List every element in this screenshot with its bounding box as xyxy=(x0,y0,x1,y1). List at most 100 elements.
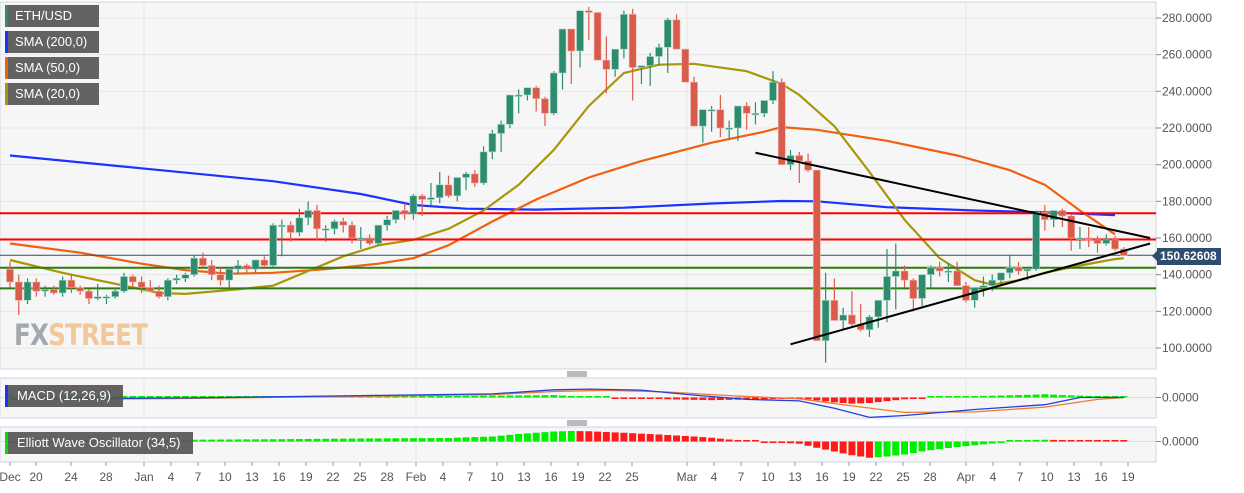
macd-bar xyxy=(1067,395,1075,398)
main-panel xyxy=(0,1,1157,370)
candle xyxy=(6,268,14,283)
legend-item-sma200[interactable]: SMA (200,0) xyxy=(5,31,100,53)
trendline[interactable] xyxy=(790,242,1151,346)
ewo-bar xyxy=(769,441,777,443)
candle xyxy=(514,94,523,97)
ewo-bar xyxy=(260,439,268,442)
legend-item-sma20[interactable]: SMA (20,0) xyxy=(5,83,100,105)
candle xyxy=(558,28,567,74)
candle xyxy=(663,19,672,48)
ewo-bar xyxy=(725,439,733,442)
ewo-bar xyxy=(392,438,400,442)
macd-bar xyxy=(374,396,382,398)
sma-line xyxy=(9,154,1116,217)
candle xyxy=(427,197,435,200)
x-tick-label: 16 xyxy=(544,470,558,484)
candle xyxy=(1049,210,1058,220)
candle xyxy=(506,94,514,125)
candle xyxy=(41,289,49,292)
x-tick-label: 19 xyxy=(571,470,585,484)
x-tick-label: 19 xyxy=(1121,470,1135,484)
x-tick-label: 22 xyxy=(326,470,340,484)
ewo-bar xyxy=(620,432,628,442)
ewo-bar xyxy=(541,432,549,442)
ewo-bar xyxy=(848,441,856,456)
x-tick-label: 10 xyxy=(490,470,504,484)
ewo-bar xyxy=(918,441,926,452)
ewo-bar xyxy=(655,434,663,442)
x-tick-label: 16 xyxy=(815,470,829,484)
candle xyxy=(979,285,988,288)
macd-bar xyxy=(488,395,496,398)
ewo-bar xyxy=(1050,439,1058,442)
y-tick-label: 180.0000 xyxy=(1162,194,1212,208)
candle xyxy=(821,300,830,341)
macd-bar xyxy=(646,397,654,399)
candle xyxy=(523,87,532,96)
macd-bar xyxy=(1085,395,1093,398)
candle xyxy=(199,257,207,266)
ewo-bar xyxy=(357,438,365,442)
ewo-bar xyxy=(409,438,417,442)
ewo-bar xyxy=(322,438,330,442)
macd-bar xyxy=(602,396,610,398)
macd-label[interactable]: MACD (12,26,9) xyxy=(5,385,123,407)
macd-bar xyxy=(155,396,163,398)
candle xyxy=(541,98,549,114)
macd-bar xyxy=(830,397,838,403)
candle xyxy=(313,210,321,230)
ewo-bar xyxy=(637,433,645,442)
candle xyxy=(181,274,190,279)
candle xyxy=(164,279,172,297)
candle xyxy=(751,113,760,116)
macd-bar xyxy=(523,395,531,398)
candle xyxy=(576,10,584,52)
macd-bar xyxy=(120,396,128,398)
legend-label: ETH/USD xyxy=(15,8,73,23)
legend-item-sma50[interactable]: SMA (50,0) xyxy=(5,57,100,79)
ewo-bar xyxy=(944,441,952,448)
y-tick-label: 220.0000 xyxy=(1162,121,1212,135)
macd-bar xyxy=(690,397,698,400)
candle xyxy=(909,279,918,299)
candle xyxy=(58,279,67,294)
candle xyxy=(883,276,891,301)
ewo-bar xyxy=(708,437,716,442)
macd-bar xyxy=(532,395,540,398)
macd-bar xyxy=(1111,396,1119,398)
candle xyxy=(567,28,576,52)
macd-bar xyxy=(953,396,961,398)
x-tick-label: 16 xyxy=(272,470,286,484)
legend-label: SMA (200,0) xyxy=(15,34,88,49)
candle xyxy=(321,228,330,231)
x-tick-label: Apr xyxy=(957,470,976,484)
ewo-bar xyxy=(971,441,979,446)
ewo-bar xyxy=(629,433,637,442)
ewo-bar xyxy=(559,431,567,442)
ewo-bar xyxy=(611,432,619,442)
macd-bar xyxy=(673,397,681,400)
macd-bar xyxy=(1015,395,1023,398)
legend-label: SMA (20,0) xyxy=(15,86,81,101)
candle xyxy=(672,19,681,50)
macd-bar xyxy=(664,397,672,400)
macd-bar xyxy=(1076,395,1084,398)
candle xyxy=(444,184,453,197)
x-tick-label: Dec xyxy=(0,470,21,484)
candle xyxy=(813,169,821,341)
candle xyxy=(1084,237,1093,241)
legend-item-ethusd[interactable]: ETH/USD xyxy=(5,5,100,27)
macd-bar xyxy=(1006,395,1014,398)
ewo-bar xyxy=(892,441,900,456)
macd-bar xyxy=(585,396,593,398)
x-tick-label: 4 xyxy=(440,470,447,484)
ewo-label[interactable]: Elliott Wave Oscillator (34,5) xyxy=(5,432,193,454)
trendline[interactable] xyxy=(755,151,1151,239)
x-tick-label: 13 xyxy=(1067,470,1081,484)
macd-bar xyxy=(138,396,146,398)
candle xyxy=(409,195,418,215)
x-tick-label: 22 xyxy=(869,470,883,484)
macd-bar xyxy=(997,395,1005,398)
